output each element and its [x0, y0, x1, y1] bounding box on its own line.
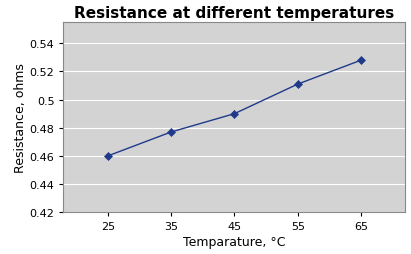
Title: Resistance at different temperatures: Resistance at different temperatures: [74, 6, 395, 21]
X-axis label: Temparature, °C: Temparature, °C: [183, 235, 286, 248]
Y-axis label: Resistance, ohms: Resistance, ohms: [14, 63, 27, 172]
